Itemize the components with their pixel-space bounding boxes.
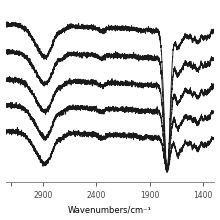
X-axis label: Wavenumbers/cm⁻¹: Wavenumbers/cm⁻¹ <box>68 205 151 214</box>
